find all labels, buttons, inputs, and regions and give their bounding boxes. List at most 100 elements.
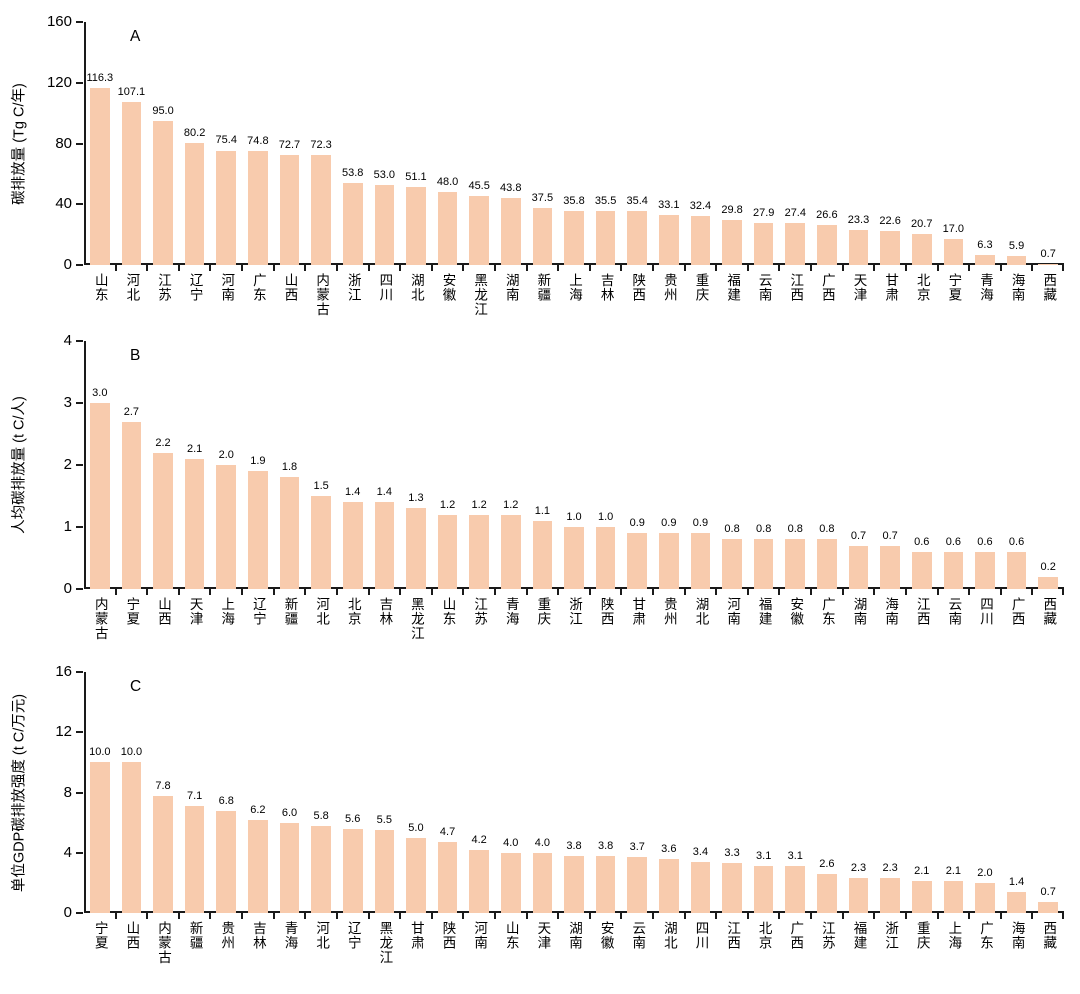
x-axis-tick [810, 265, 813, 271]
value-label: 2.6 [819, 857, 835, 870]
category-label: 甘肃 [408, 921, 424, 950]
bar [564, 527, 584, 589]
bar [595, 855, 616, 913]
bar [437, 514, 458, 589]
bar [532, 520, 553, 589]
bar [342, 502, 363, 589]
x-axis-tick [1031, 589, 1034, 595]
bar [659, 858, 679, 913]
value-label: 1.3 [408, 492, 424, 505]
bar [848, 878, 869, 913]
bar [1038, 902, 1058, 913]
bar [279, 822, 300, 913]
y-tick-label: 80 [55, 134, 72, 152]
value-label: 33.1 [658, 198, 680, 211]
bar [90, 762, 110, 913]
bar [121, 102, 142, 265]
x-axis-tick [557, 913, 560, 919]
x-axis-tick [746, 265, 749, 271]
bar [248, 471, 268, 589]
x-axis-tick [873, 265, 876, 271]
category-label: 广西 [788, 921, 804, 950]
category-label: 辽宁 [187, 273, 203, 302]
value-label: 7.1 [186, 790, 203, 803]
category-label: 重庆 [914, 921, 930, 950]
bar [374, 184, 395, 265]
bar [911, 551, 932, 589]
category-label: 江西 [914, 597, 930, 626]
x-axis-tick [810, 589, 813, 595]
category-label: 陕西 [440, 921, 456, 950]
value-label: 4.0 [534, 836, 551, 849]
x-axis-tick [936, 589, 939, 595]
y-tick-label: 16 [55, 663, 72, 680]
bar [848, 545, 869, 589]
value-label: 1.8 [281, 461, 298, 474]
category-label: 贵州 [661, 273, 677, 302]
chart-panel-b: 人均碳排放量 (t C/人) B 0 1 2 3 4 3.0 内蒙古 2.7 宁夏 2.2 山西 2.1 天… [0, 331, 1080, 662]
bar [848, 229, 869, 265]
x-axis-tick [114, 265, 117, 271]
bar [564, 855, 584, 913]
y-tick-label: 0 [63, 256, 72, 273]
value-label: 2.1 [914, 865, 930, 878]
x-axis-tick [652, 265, 655, 271]
y-tick-label: 2 [63, 456, 72, 473]
bar [121, 421, 142, 589]
value-label: 0.6 [977, 535, 993, 548]
category-label: 北京 [914, 273, 930, 302]
category-label: 海南 [883, 597, 899, 626]
value-label: 1.4 [376, 486, 392, 499]
value-label: 0.6 [1008, 535, 1025, 548]
value-label: 29.8 [721, 203, 743, 216]
category-label: 甘肃 [630, 597, 646, 626]
value-label: 0.7 [1040, 886, 1056, 899]
bar [153, 452, 173, 589]
bar [184, 143, 205, 265]
category-label: 山东 [92, 273, 108, 302]
x-axis-tick [272, 913, 275, 919]
bar [753, 539, 774, 589]
category-label: 贵州 [661, 597, 677, 626]
x-axis-tick [557, 589, 560, 595]
x-axis-tick [525, 589, 528, 595]
value-label: 0.9 [661, 517, 677, 530]
x-axis-tick [746, 589, 749, 595]
x-axis-tick [557, 265, 560, 271]
value-label: 37.5 [531, 192, 554, 205]
x-axis-tick [999, 265, 1002, 271]
category-label: 上海 [567, 273, 582, 302]
value-label: 95.0 [152, 104, 174, 117]
x-axis-tick [1062, 265, 1064, 271]
bar [817, 873, 837, 913]
value-label: 3.6 [661, 842, 677, 855]
value-label: 5.8 [313, 809, 329, 822]
value-label: 72.3 [310, 139, 332, 152]
value-label: 2.0 [218, 449, 234, 461]
category-label: 江苏 [819, 921, 835, 950]
x-axis-tick [462, 265, 465, 271]
bar [90, 403, 110, 589]
bar [785, 223, 806, 265]
bar [817, 539, 837, 589]
value-label: 5.9 [1008, 240, 1025, 253]
bar [469, 849, 489, 913]
y-axis-tick [76, 912, 83, 914]
bar [627, 211, 648, 265]
y-axis-tick [76, 142, 83, 145]
y-axis-tick [76, 203, 83, 206]
category-label: 江苏 [156, 273, 172, 302]
x-axis-tick [241, 589, 244, 595]
x-axis-tick [177, 589, 180, 595]
bar [342, 828, 363, 913]
value-label: 10.0 [120, 746, 143, 759]
category-label: 河北 [124, 273, 140, 302]
category-label: 河南 [219, 273, 235, 302]
x-axis-tick [146, 913, 149, 919]
value-label: 2.1 [945, 865, 961, 878]
category-label: 云南 [946, 597, 962, 626]
category-label: 湖南 [567, 921, 582, 950]
category-label: 山西 [124, 921, 140, 950]
bar [279, 154, 300, 265]
